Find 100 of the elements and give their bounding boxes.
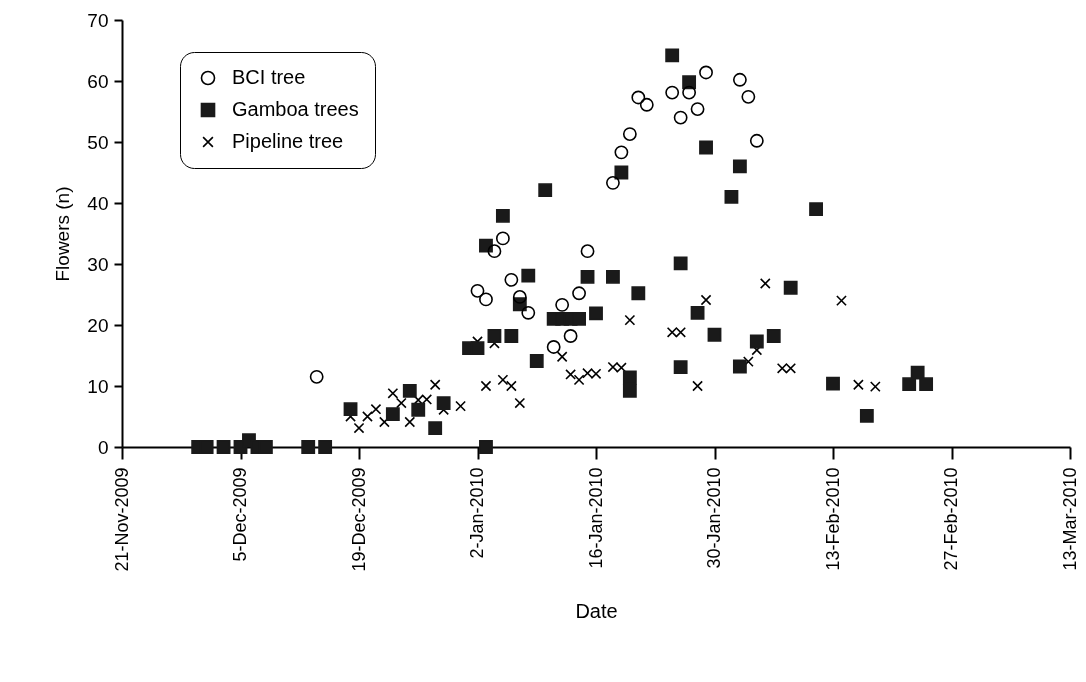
point <box>402 383 417 398</box>
y-tick-label: 20 <box>87 314 109 336</box>
legend-label: Pipeline tree <box>232 130 344 152</box>
point <box>699 140 713 155</box>
point <box>572 286 586 301</box>
point <box>495 208 510 223</box>
point <box>395 397 407 409</box>
point <box>343 402 358 417</box>
point <box>766 329 781 343</box>
point <box>783 280 798 295</box>
point <box>665 48 680 63</box>
point <box>699 65 713 80</box>
point <box>428 421 443 436</box>
point <box>690 102 705 116</box>
point <box>563 329 578 343</box>
y-tick-label: 60 <box>87 70 109 92</box>
point <box>732 159 747 174</box>
point <box>404 416 416 428</box>
point <box>665 85 680 100</box>
point <box>809 202 823 217</box>
point <box>682 85 697 100</box>
point <box>512 290 527 304</box>
x-tick-label: 5-Dec-2009 <box>230 467 250 562</box>
point <box>546 340 561 354</box>
point <box>732 72 747 87</box>
point <box>505 380 517 392</box>
point <box>470 283 485 298</box>
x-tick-label: 13-Mar-2010 <box>1059 467 1080 571</box>
point <box>749 133 764 148</box>
x-tick-label: 21-Nov-2009 <box>111 467 132 572</box>
point <box>573 374 585 386</box>
point <box>741 89 756 104</box>
point <box>318 440 333 454</box>
y-tick-label: 10 <box>87 375 109 397</box>
x-tick-label: 16-Jan-2010 <box>585 467 606 569</box>
legend-label: BCI tree <box>232 66 306 88</box>
point <box>538 183 553 198</box>
point <box>216 440 231 454</box>
point <box>504 272 519 287</box>
point <box>742 356 754 367</box>
point <box>479 238 493 253</box>
point <box>859 408 874 423</box>
point <box>589 306 603 321</box>
point <box>387 387 399 399</box>
point <box>673 256 688 271</box>
point <box>902 377 917 392</box>
point <box>853 379 864 391</box>
point <box>673 110 688 125</box>
point <box>910 365 925 380</box>
point <box>301 440 316 454</box>
point <box>614 145 629 160</box>
point <box>580 244 595 259</box>
point <box>370 403 382 415</box>
point <box>631 286 646 301</box>
point <box>497 374 509 386</box>
x-tick-label: 27-Feb-2010 <box>941 467 961 571</box>
point <box>869 381 881 392</box>
point <box>565 369 576 380</box>
point <box>362 411 373 422</box>
point <box>622 127 637 141</box>
point <box>580 269 595 284</box>
point <box>385 407 400 421</box>
point <box>514 397 526 409</box>
point <box>521 305 536 320</box>
x-tick-label: 2-Jan-2010 <box>467 467 487 559</box>
point <box>631 90 646 105</box>
point <box>436 396 451 410</box>
y-axis-title: Flowers (n) <box>52 186 74 282</box>
point <box>487 329 502 343</box>
point <box>724 189 739 204</box>
point <box>690 305 705 320</box>
point <box>479 292 493 307</box>
point <box>919 377 934 392</box>
point <box>529 354 544 368</box>
point <box>487 244 502 259</box>
x-tick-label: 30-Jan-2010 <box>704 467 724 569</box>
point <box>353 422 365 434</box>
point <box>749 334 764 349</box>
point <box>606 175 620 190</box>
point <box>700 294 712 306</box>
y-tick-label: 70 <box>87 9 109 31</box>
point <box>521 268 536 283</box>
point <box>555 297 570 312</box>
y-tick-label: 30 <box>87 253 109 275</box>
point <box>479 440 493 454</box>
y-tick-label: 50 <box>87 131 109 153</box>
x-tick-label: 19-Dec-2009 <box>348 467 369 572</box>
point <box>673 360 688 375</box>
point <box>759 278 771 289</box>
point <box>614 165 629 180</box>
x-axis-title: Date <box>575 599 618 622</box>
point <box>826 376 840 391</box>
point <box>495 231 510 246</box>
point <box>692 380 703 392</box>
y-tick-label: 0 <box>97 436 109 458</box>
point <box>624 314 636 326</box>
point <box>639 97 654 112</box>
point <box>836 295 847 306</box>
point <box>480 380 492 392</box>
point <box>504 329 519 343</box>
